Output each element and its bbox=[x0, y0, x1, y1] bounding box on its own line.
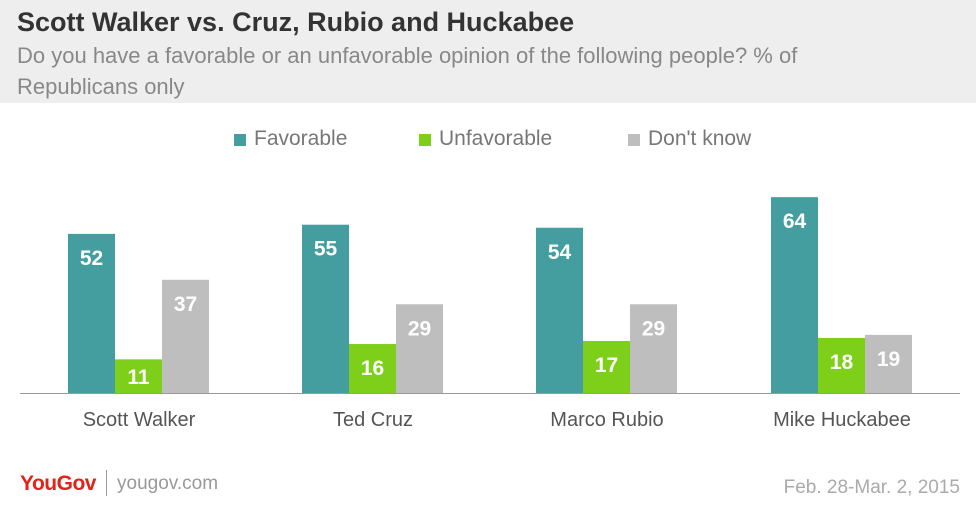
chart-subtitle: Do you have a favorable or an unfavorabl… bbox=[17, 43, 798, 99]
bar-favorable-marco-rubio bbox=[536, 227, 583, 393]
x-tick-label-marco-rubio: Marco Rubio bbox=[550, 409, 663, 431]
bar-group-marco-rubio: 54 17 29 bbox=[536, 227, 677, 393]
x-tick-label-ted-cruz: Ted Cruz bbox=[333, 409, 413, 431]
bar-don-t-know-marco-rubio bbox=[630, 304, 677, 393]
legend-label-favorable: Favorable bbox=[254, 127, 348, 150]
legend-label-dont-know: Don't know bbox=[648, 127, 752, 150]
bar-favorable-scott-walker bbox=[68, 233, 115, 393]
legend-swatch-favorable bbox=[234, 134, 246, 146]
x-tick-label-mike-huckabee: Mike Huckabee bbox=[773, 409, 911, 431]
data-label-unfavorable-marco-rubio: 17 bbox=[595, 354, 618, 377]
bar-unfavorable-scott-walker bbox=[115, 359, 162, 393]
footer-divider bbox=[106, 470, 107, 496]
data-label-unfavorable-scott-walker: 11 bbox=[127, 366, 150, 389]
bar-unfavorable-mike-huckabee bbox=[818, 337, 865, 393]
bar-group-scott-walker: 52 11 37 bbox=[68, 233, 209, 393]
bar-don-t-know-ted-cruz bbox=[396, 304, 443, 393]
legend: Favorable Unfavorable Don't know bbox=[0, 127, 976, 151]
data-label-don-t-know-mike-huckabee: 19 bbox=[877, 348, 900, 371]
bar-don-t-know-scott-walker bbox=[162, 279, 209, 393]
data-label-don-t-know-marco-rubio: 29 bbox=[642, 317, 665, 340]
data-label-unfavorable-ted-cruz: 16 bbox=[361, 357, 384, 380]
data-label-favorable-ted-cruz: 55 bbox=[314, 238, 338, 261]
bar-don-t-know-mike-huckabee bbox=[865, 334, 912, 393]
bar-unfavorable-marco-rubio bbox=[583, 340, 630, 393]
data-label-favorable-mike-huckabee: 64 bbox=[783, 210, 807, 233]
data-label-don-t-know-ted-cruz: 29 bbox=[408, 317, 431, 340]
legend-swatch-unfavorable bbox=[419, 134, 431, 146]
data-label-favorable-scott-walker: 52 bbox=[80, 247, 103, 270]
data-label-favorable-marco-rubio: 54 bbox=[548, 241, 572, 264]
bar-favorable-mike-huckabee bbox=[771, 197, 818, 393]
footer-date: Feb. 28-Mar. 2, 2015 bbox=[783, 477, 960, 498]
bar-favorable-ted-cruz bbox=[302, 224, 349, 393]
footer-site-link[interactable]: yougov.com bbox=[117, 473, 219, 494]
bar-unfavorable-ted-cruz bbox=[349, 344, 396, 393]
legend-swatch-dont-know bbox=[628, 134, 640, 146]
chart-title: Scott Walker vs. Cruz, Rubio and Huckabe… bbox=[17, 7, 575, 37]
data-label-unfavorable-mike-huckabee: 18 bbox=[830, 351, 854, 374]
header: Scott Walker vs. Cruz, Rubio and Huckabe… bbox=[0, 0, 976, 103]
bar-group-mike-huckabee: 64 18 19 bbox=[771, 197, 912, 393]
x-tick-label-scott-walker: Scott Walker bbox=[83, 409, 196, 431]
bar-group-ted-cruz: 55 16 29 bbox=[302, 224, 443, 393]
bar-chart: 52 11 37 Scott Walker 55 16 29 Ted Cruz 54 17 29 Ma… bbox=[20, 197, 960, 431]
data-label-don-t-know-scott-walker: 37 bbox=[174, 293, 197, 316]
yougov-logo: YouGov bbox=[20, 472, 96, 495]
legend-label-unfavorable: Unfavorable bbox=[439, 127, 553, 150]
